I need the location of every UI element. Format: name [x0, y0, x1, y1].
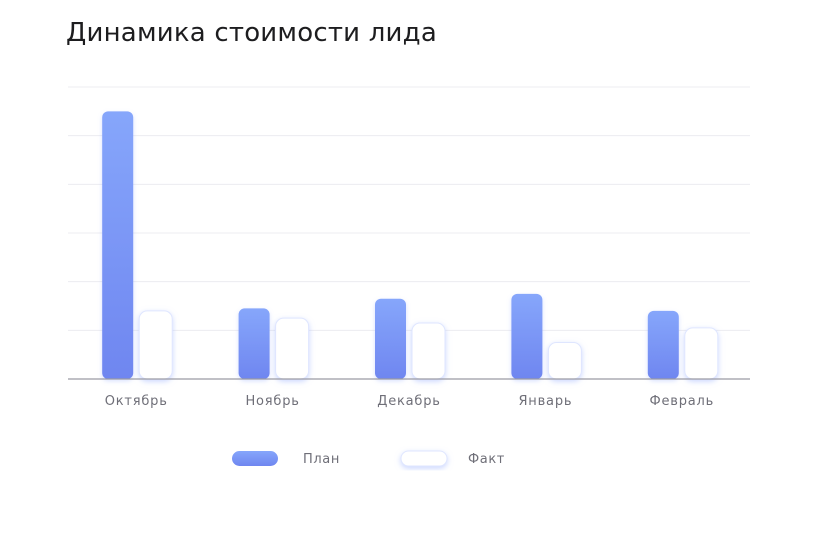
bar-fact-3 [411, 322, 446, 380]
legend-swatch-plan [232, 451, 278, 466]
x-tick-label: Октябрь [105, 394, 168, 409]
x-tick-label: Декабрь [377, 394, 441, 409]
legend-label-fact: Факт [468, 452, 505, 467]
bar-fact-1 [138, 310, 173, 380]
x-tick-label: Ноябрь [245, 394, 299, 409]
bar-fact-5 [684, 327, 719, 380]
legend-swatch-fact [400, 450, 448, 467]
x-tick-label: Февраль [649, 394, 714, 409]
legend-label-plan: План [303, 452, 340, 467]
bar-plan-1 [102, 111, 134, 379]
grid-lines [68, 86, 750, 331]
bar-fact-2 [275, 317, 310, 380]
bar-plan-3 [375, 298, 406, 379]
bar-plan-4 [511, 293, 543, 379]
bar-plan-2 [238, 308, 270, 379]
bar-fact-4 [547, 342, 582, 380]
bar-plan-5 [647, 310, 679, 379]
x-tick-label: Январь [518, 394, 572, 409]
chart-title: Динамика стоимости лида [66, 18, 437, 48]
bars [102, 111, 719, 380]
legend: План Факт [232, 450, 505, 467]
x-axis-tick-labels: Октябрь Ноябрь Декабрь Январь Февраль [105, 394, 714, 409]
